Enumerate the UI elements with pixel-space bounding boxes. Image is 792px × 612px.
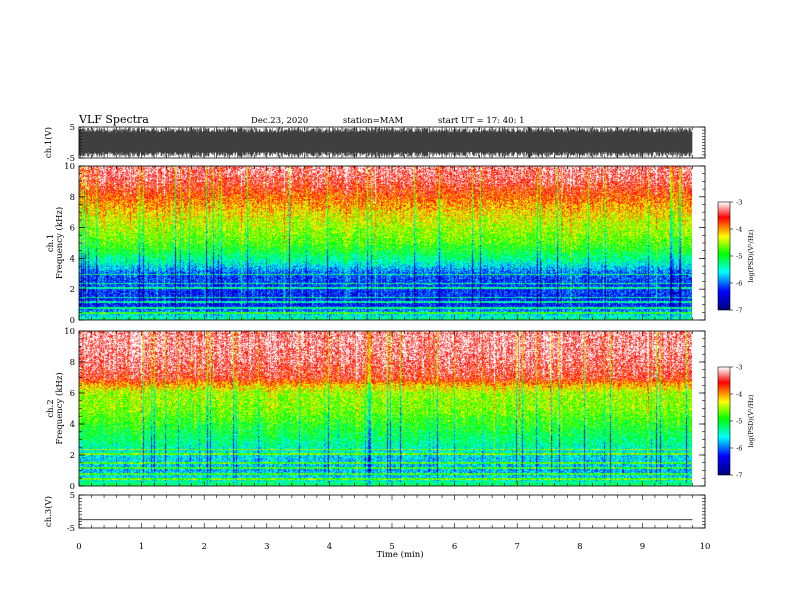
colorbar-tick-label: -5: [736, 253, 742, 261]
ch1-waveform-panel: 5 -5 ch.1(V): [43, 123, 706, 164]
colorbar-label: log(PSD)(V²/Hz): [747, 229, 755, 282]
ch2-spectrogram-image: [79, 331, 692, 486]
y-tick-label: -5: [67, 154, 75, 164]
station-label: station=MAM: [343, 116, 404, 126]
x-tick-label: 8: [577, 542, 582, 552]
ch1-waveform-trace: [78, 127, 693, 158]
ch1-colorbar: -3 -4 -5 -6 -7 log(PSD)(V²/Hz): [717, 199, 755, 315]
y-tick-label: 5: [70, 123, 75, 133]
ch1-spectrogram-panel: 0 2 4 6 8 10 ch.1Frequency (kHz): [46, 162, 706, 326]
y-tick-label: 6: [70, 224, 75, 234]
y-axis-label: ch.1(V): [43, 127, 54, 158]
y-tick-label: 10: [64, 162, 75, 172]
colorbar-tick-label: -5: [736, 418, 742, 426]
colorbar-tick-label: -7: [736, 472, 742, 480]
time-axis: 0 1 2 3 4 5 6 7 8 9 10: [76, 542, 710, 552]
y-tick-label: 2: [70, 285, 75, 295]
y-tick-label: -5: [67, 524, 75, 534]
y-tick-label: 0: [70, 316, 75, 326]
colorbar-tick-label: -3: [736, 364, 742, 372]
y-tick-label: 8: [70, 358, 75, 368]
y-tick-label: 5: [70, 491, 75, 501]
x-tick-label: 2: [201, 542, 206, 552]
y-axis-label: ch.2Frequency (kHz): [46, 372, 65, 444]
ch1-spectrogram-image: [79, 166, 692, 320]
colorbar-image: [718, 367, 730, 475]
y-tick-label: 2: [70, 451, 75, 461]
y-tick-label: 4: [70, 254, 75, 264]
y-axis-label: ch.3(V): [43, 496, 54, 527]
y-tick-label: 10: [64, 327, 75, 337]
x-tick-label: 6: [452, 542, 457, 552]
x-tick-label: 3: [264, 542, 269, 552]
x-tick-label: 0: [76, 542, 81, 552]
x-tick-label: 7: [514, 542, 519, 552]
x-tick-label: 4: [327, 542, 332, 552]
x-axis-label: Time (min): [376, 549, 423, 560]
y-tick-label: 4: [70, 420, 75, 430]
x-tick-label: 5: [389, 542, 394, 552]
colorbar-tick-label: -3: [736, 199, 742, 207]
colorbar-label: log(PSD)(V²/Hz): [747, 394, 755, 447]
y-tick-label: 0: [70, 482, 75, 492]
colorbar-tick-label: -6: [736, 280, 742, 288]
x-tick-label: 9: [640, 542, 645, 552]
colorbar-tick-label: -7: [736, 307, 742, 315]
date-label: Dec.23, 2020: [251, 116, 308, 126]
colorbar-tick-label: -6: [736, 445, 742, 453]
y-axis-label: ch.1Frequency (kHz): [46, 207, 65, 279]
start-time-label: start UT = 17: 40: 1: [438, 116, 525, 126]
colorbar-image: [718, 202, 730, 310]
x-tick-label: 10: [700, 542, 711, 552]
ch2-colorbar: -3 -4 -5 -6 -7 log(PSD)(V²/Hz): [717, 364, 755, 480]
colorbar-tick-label: -4: [736, 226, 742, 234]
y-tick-label: 8: [70, 193, 75, 203]
colorbar-tick-label: -4: [736, 391, 742, 399]
figure-title: VLF Spectra: [78, 113, 149, 126]
ch2-spectrogram-panel: 0 2 4 6 8 10 ch.2Frequency (kHz): [46, 327, 706, 492]
x-tick-label: 1: [139, 542, 144, 552]
ch3-waveform-panel: 5 -5 ch.3(V): [43, 491, 706, 534]
y-tick-label: 6: [70, 389, 75, 399]
